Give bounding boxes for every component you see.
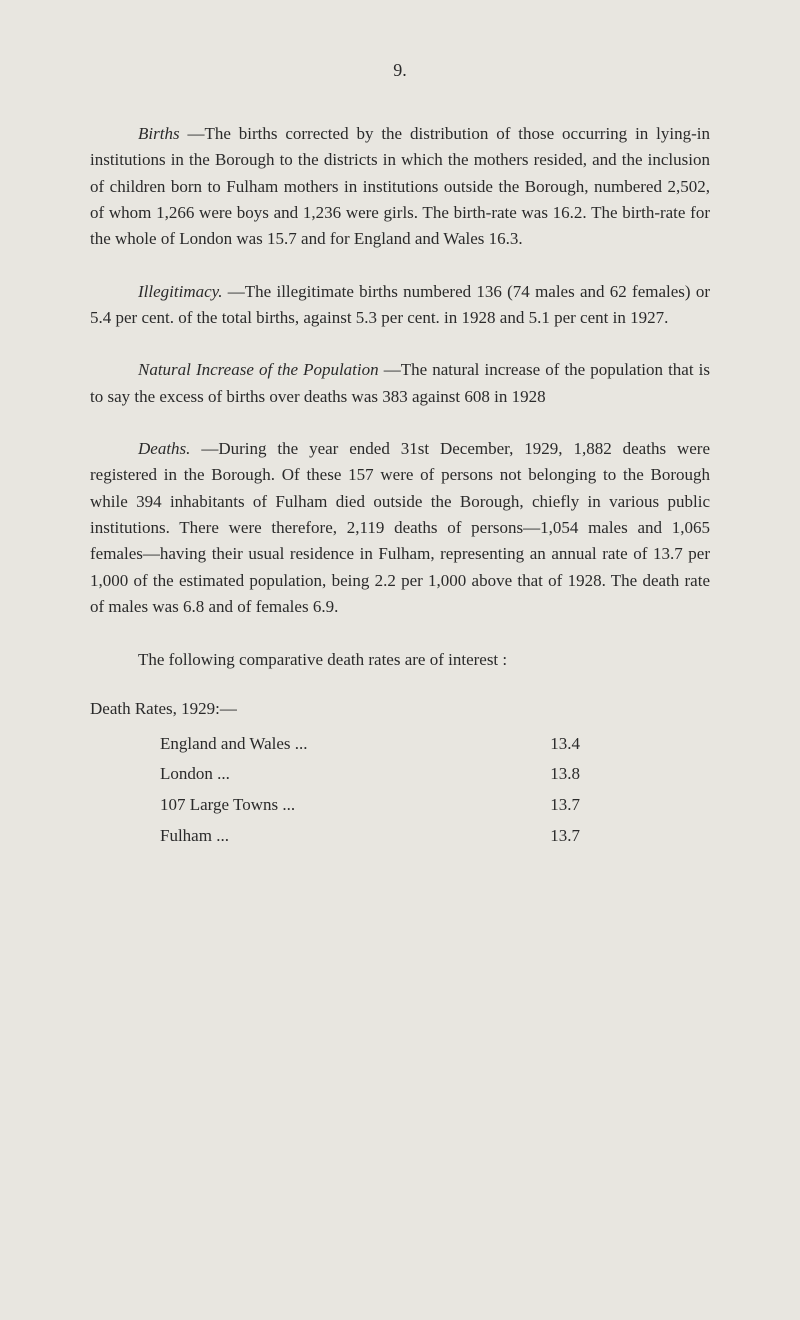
rates-label: England and Wales ... — [160, 729, 500, 760]
rates-value: 13.8 — [500, 759, 580, 790]
rates-label: London ... — [160, 759, 500, 790]
paragraph-births: Births —The births corrected by the dist… — [90, 121, 710, 253]
heading-natural-increase: Natural Increase of the Population — [138, 360, 379, 379]
rates-row: Fulham ... 13.7 — [90, 821, 710, 852]
rates-label: 107 Large Towns ... — [160, 790, 500, 821]
paragraph-illegitimacy: Illegitimacy. —The illegitimate births n… — [90, 279, 710, 332]
rates-header: Death Rates, 1929:— — [90, 699, 710, 719]
rates-value: 13.7 — [500, 790, 580, 821]
rates-row: England and Wales ... 13.4 — [90, 729, 710, 760]
rates-row: 107 Large Towns ... 13.7 — [90, 790, 710, 821]
rates-row: London ... 13.8 — [90, 759, 710, 790]
rates-value: 13.4 — [500, 729, 580, 760]
paragraph-natural-increase: Natural Increase of the Population —The … — [90, 357, 710, 410]
table-intro: The following comparative death rates ar… — [90, 647, 710, 673]
heading-births: Births — [138, 124, 180, 143]
text-deaths: —During the year ended 31st December, 19… — [90, 439, 710, 616]
paragraph-deaths: Deaths. —During the year ended 31st Dece… — [90, 436, 710, 620]
page-number: 9. — [90, 60, 710, 81]
heading-deaths: Deaths. — [138, 439, 190, 458]
text-births: —The births corrected by the distributio… — [90, 124, 710, 248]
rates-label: Fulham ... — [160, 821, 500, 852]
heading-illegitimacy: Illegitimacy. — [138, 282, 223, 301]
rates-value: 13.7 — [500, 821, 580, 852]
